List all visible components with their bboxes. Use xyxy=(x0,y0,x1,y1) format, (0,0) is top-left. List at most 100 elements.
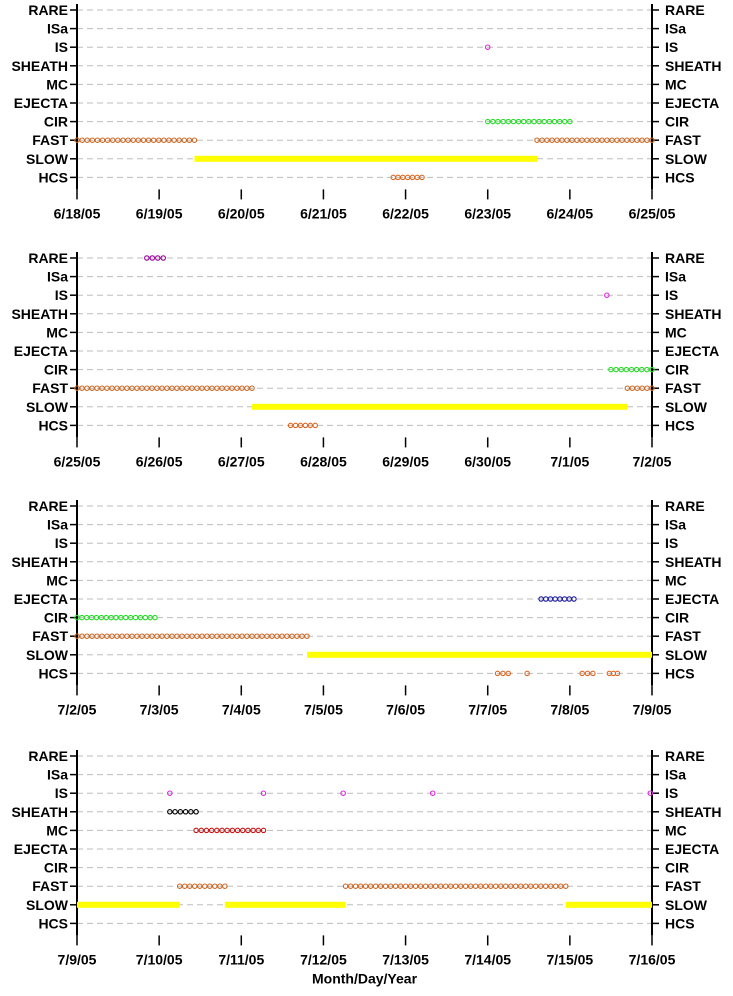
data-point xyxy=(239,385,245,391)
series-cir xyxy=(484,118,573,125)
x-tick-label: 6/19/05 xyxy=(136,205,183,221)
data-point xyxy=(140,137,147,143)
data-point xyxy=(149,255,156,261)
category-label-right: ISa xyxy=(665,21,686,37)
data-point xyxy=(115,137,121,143)
category-label-right: FAST xyxy=(665,628,701,644)
data-point xyxy=(462,883,469,889)
data-point xyxy=(536,118,542,125)
slow-band-mark xyxy=(565,901,652,908)
data-point xyxy=(139,633,145,639)
data-point xyxy=(639,137,645,143)
data-point xyxy=(154,385,160,391)
data-point xyxy=(94,137,101,143)
category-label-right: ISa xyxy=(665,517,686,533)
data-point xyxy=(179,633,185,639)
series-fast xyxy=(74,633,310,639)
data-point xyxy=(179,385,185,391)
data-point xyxy=(649,366,655,373)
x-tick-label: 7/2/05 xyxy=(633,453,672,469)
data-point xyxy=(628,366,635,373)
data-point xyxy=(129,385,135,391)
x-tick-label: 6/18/05 xyxy=(54,205,101,221)
x-tick-label: 7/6/05 xyxy=(386,701,425,717)
data-point xyxy=(520,118,527,125)
data-point xyxy=(204,633,210,639)
data-point xyxy=(159,385,165,391)
category-label-right: SLOW xyxy=(665,151,708,167)
data-point xyxy=(623,366,630,373)
data-point xyxy=(155,137,162,143)
data-point xyxy=(120,137,126,143)
category-label-left: HCS xyxy=(38,665,68,681)
data-point xyxy=(447,883,454,889)
category-label-left: FAST xyxy=(32,132,68,148)
data-point xyxy=(312,422,318,429)
x-tick-label: 6/27/05 xyxy=(218,453,265,469)
data-point xyxy=(505,670,511,677)
x-tick-label: 6/25/05 xyxy=(629,205,676,221)
category-label-left: SHEATH xyxy=(11,306,68,322)
data-point xyxy=(174,633,180,639)
category-label-right: SHEATH xyxy=(665,804,722,820)
category-label-right: MC xyxy=(665,76,687,92)
data-point xyxy=(372,883,379,889)
series-fast xyxy=(74,385,655,391)
category-label-right: EJECTA xyxy=(665,343,719,359)
category-label-right: RARE xyxy=(665,498,705,514)
data-point xyxy=(561,118,568,125)
category-label-right: CIR xyxy=(665,114,689,130)
slow-band-mark xyxy=(194,155,537,162)
data-point xyxy=(214,633,220,639)
category-label-right: CIR xyxy=(665,362,689,378)
data-point xyxy=(542,883,549,889)
data-point xyxy=(79,385,85,391)
data-point xyxy=(644,366,650,373)
data-point xyxy=(124,385,130,391)
data-point xyxy=(457,883,464,889)
data-point xyxy=(139,385,145,391)
data-point xyxy=(224,827,230,834)
data-point xyxy=(119,385,125,391)
data-point xyxy=(619,137,625,143)
category-label-left: IS xyxy=(55,535,68,551)
data-point xyxy=(512,883,519,889)
series-mc xyxy=(193,827,267,834)
data-point xyxy=(551,118,558,125)
data-point xyxy=(532,883,539,889)
series-hcs xyxy=(494,670,621,677)
data-point xyxy=(186,883,193,889)
data-point xyxy=(197,883,203,889)
data-point xyxy=(647,790,654,796)
category-label-right: ISa xyxy=(665,269,686,285)
series-ejecta xyxy=(538,596,577,602)
data-point xyxy=(342,883,349,889)
data-point xyxy=(502,883,509,889)
data-point xyxy=(244,385,250,391)
series-hcs xyxy=(390,174,425,181)
data-point xyxy=(419,174,425,181)
category-label-left: SLOW xyxy=(26,897,69,913)
series-is xyxy=(484,44,491,50)
data-point xyxy=(159,633,165,639)
data-point xyxy=(104,633,110,639)
category-label-right: SLOW xyxy=(665,399,708,415)
data-point xyxy=(634,137,640,143)
slow-band-mark xyxy=(224,901,346,908)
category-label-right: HCS xyxy=(665,665,695,681)
data-point xyxy=(94,633,100,639)
data-point xyxy=(254,633,260,639)
data-point xyxy=(495,118,501,125)
data-point xyxy=(497,883,504,889)
data-point xyxy=(494,670,501,677)
data-point xyxy=(539,137,545,143)
data-point xyxy=(74,137,80,143)
data-point xyxy=(204,385,210,391)
x-tick-label: 6/20/05 xyxy=(218,205,265,221)
data-point xyxy=(649,385,655,391)
data-point xyxy=(89,633,95,639)
data-point xyxy=(125,137,131,143)
data-point xyxy=(537,883,544,889)
category-label-right: SHEATH xyxy=(665,58,722,74)
data-point xyxy=(510,118,517,125)
